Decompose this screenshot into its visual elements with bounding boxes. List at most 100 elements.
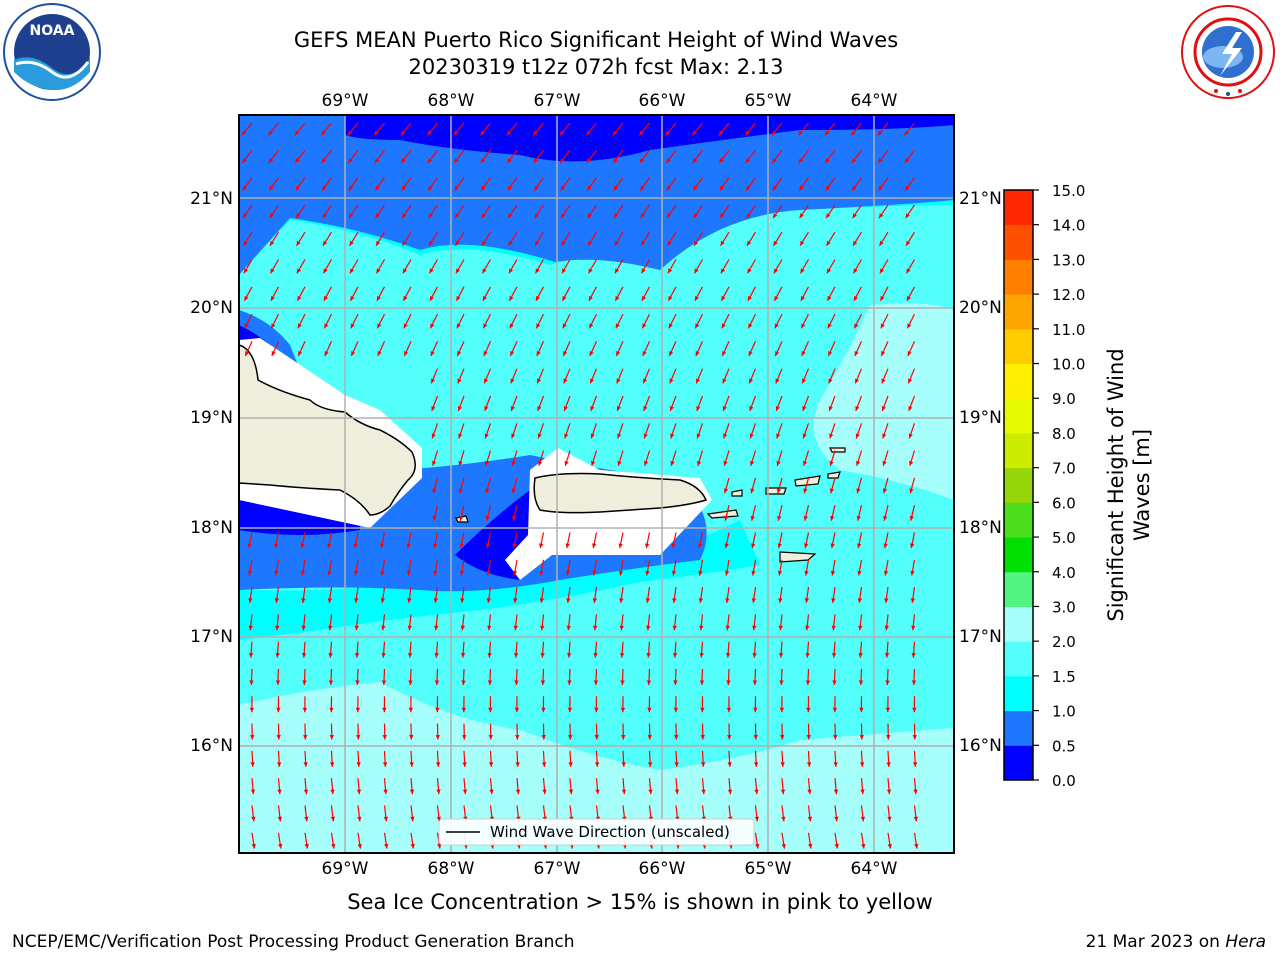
wave-direction-arrowhead (621, 789, 627, 795)
wave-direction-arrowhead (540, 653, 545, 658)
wave-direction-arrowhead (643, 378, 648, 384)
wave-direction-arrowhead (697, 460, 702, 466)
wave-direction-arrowhead (887, 843, 892, 849)
wave-direction-arrowhead (380, 570, 385, 576)
wave-direction-arrowhead (382, 735, 387, 740)
colorbar-tick-label: 0.5 (1052, 737, 1076, 755)
wave-direction-arrowhead (323, 295, 328, 301)
wave-direction-arrowhead (561, 268, 567, 274)
wave-direction-arrowhead (427, 158, 433, 163)
wave-direction-arrowhead (458, 460, 463, 466)
wave-direction-arrowhead (779, 707, 785, 713)
wave-direction-arrowhead (433, 543, 438, 549)
wave-direction-arrowhead (434, 625, 439, 631)
wave-direction-arrowhead (350, 323, 355, 329)
wave-direction-arrowhead (720, 213, 725, 219)
wave-direction-arrowhead (428, 213, 433, 219)
wave-direction-arrowhead (535, 268, 540, 274)
wave-direction-arrowhead (775, 378, 780, 384)
wave-direction-arrowhead (404, 350, 409, 356)
wave-direction-arrowhead (858, 625, 863, 631)
wave-direction-arrowhead (727, 789, 733, 795)
wave-direction-arrowhead (274, 570, 279, 576)
wave-direction-arrowhead (883, 543, 888, 549)
wave-direction-arrowhead (541, 762, 547, 767)
wave-direction-arrowhead (752, 680, 758, 685)
chart-title: GEFS MEAN Puerto Rico Significant Height… (293, 28, 899, 52)
wave-direction-arrowhead (384, 843, 389, 849)
wave-direction-arrowhead (671, 543, 676, 549)
colorbar-swatch (1004, 259, 1033, 295)
wave-direction-arrowhead (455, 240, 460, 246)
wave-direction-arrowhead (536, 323, 541, 329)
wave-direction-arrowhead (537, 405, 542, 411)
wave-direction-arrowhead (857, 598, 863, 603)
wave-direction-arrowhead (276, 762, 282, 767)
wave-direction-arrowhead (515, 762, 520, 767)
wave-direction-arrowhead (302, 707, 308, 713)
wave-direction-arrowhead (350, 295, 355, 301)
lat-tick-left-17n: 17°N (190, 627, 233, 647)
wave-direction-arrowhead (298, 350, 303, 356)
wave-direction-arrowhead (509, 295, 514, 301)
wave-direction-arrowhead (594, 762, 600, 767)
wave-direction-arrowhead (647, 762, 653, 767)
wave-direction-arrowhead (640, 185, 645, 191)
wave-direction-arrowhead (507, 185, 513, 191)
wave-direction-arrowhead (771, 130, 777, 136)
wave-direction-arrowhead (614, 240, 619, 246)
wave-direction-arrowhead (329, 735, 334, 740)
wave-direction-arrowhead (540, 625, 545, 631)
colorbar-swatch (1004, 224, 1033, 260)
wave-direction-arrowhead (408, 680, 413, 685)
wave-direction-arrowhead (275, 653, 280, 658)
wave-direction-arrowhead (402, 240, 407, 246)
wave-direction-arrowhead (727, 735, 732, 740)
lat-tick-right-17n: 17°N (959, 627, 1002, 647)
wave-direction-arrowhead (301, 625, 306, 631)
wave-direction-arrowhead (643, 433, 648, 439)
wave-direction-arrowhead (777, 543, 782, 549)
wave-direction-arrowhead (825, 158, 830, 163)
wave-direction-arrowhead (620, 680, 625, 685)
wave-direction-arrowhead (328, 625, 333, 631)
wave-direction-arrowhead (725, 653, 731, 658)
wave-direction-arrowhead (300, 543, 305, 549)
wave-direction-arrowhead (457, 350, 462, 356)
wave-direction-arrowhead (884, 625, 889, 631)
wave-direction-arrowhead (537, 433, 542, 439)
wave-direction-arrowhead (721, 323, 726, 329)
land-islet-7 (827, 471, 841, 479)
wave-direction-arrowhead (747, 240, 752, 246)
wave-direction-arrowhead (351, 350, 356, 356)
wave-direction-arrowhead (776, 433, 781, 439)
wave-direction-arrowhead (511, 460, 516, 466)
wave-direction-arrowhead (243, 240, 248, 246)
wave-direction-arrowhead (909, 515, 914, 521)
wave-direction-arrowhead (667, 213, 672, 219)
wave-direction-arrowhead (562, 323, 567, 329)
wave-direction-arrowhead (855, 433, 860, 439)
wave-direction-arrowhead (802, 433, 807, 439)
wave-direction-arrowhead (725, 625, 730, 631)
land-islet-8 (731, 489, 743, 497)
wave-direction-arrowhead (382, 707, 387, 713)
wave-direction-arrowhead (330, 789, 335, 795)
wave-direction-arrowhead (853, 268, 858, 274)
wave-direction-arrowhead (276, 707, 281, 713)
wave-direction-arrowhead (330, 816, 336, 822)
wave-direction-arrowhead (540, 680, 546, 685)
wave-direction-arrowhead (670, 433, 675, 439)
wave-direction-arrowhead (321, 130, 326, 136)
wave-zone-above-2m-east (813, 303, 954, 500)
wave-direction-arrowhead (616, 405, 621, 411)
wave-direction-arrowhead (244, 323, 249, 329)
wave-direction-arrowhead (753, 762, 759, 767)
wave-direction-arrowhead (269, 213, 274, 219)
wave-direction-arrowhead (487, 625, 492, 631)
wave-direction-arrowhead (433, 570, 438, 576)
wave-direction-arrowhead (773, 268, 779, 274)
lon-tick-bottom-69w: 69°W (322, 859, 369, 879)
wave-direction-arrowhead (323, 240, 328, 246)
wave-direction-arrowhead (374, 158, 380, 163)
